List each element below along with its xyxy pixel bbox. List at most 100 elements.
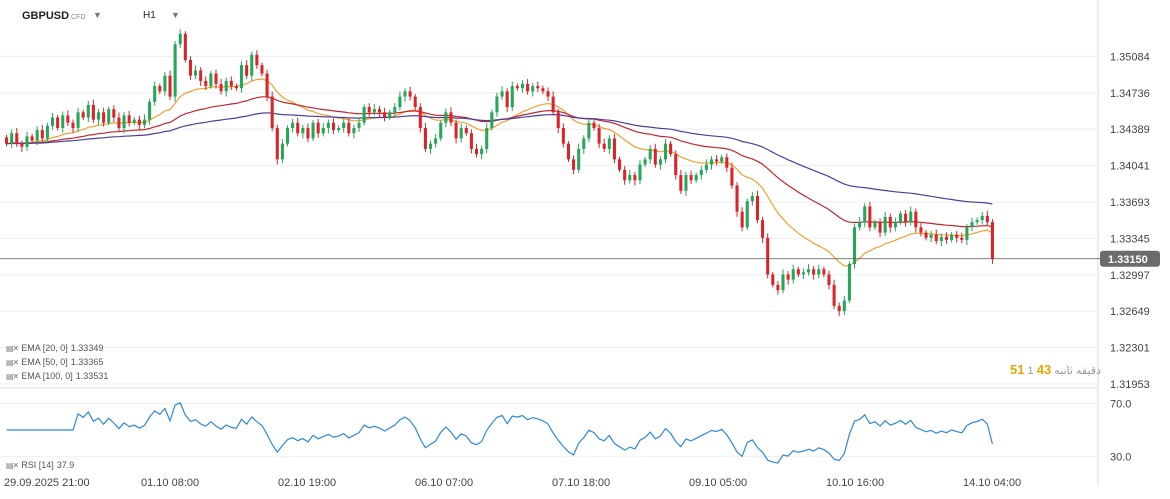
candle-body [720,157,724,162]
candle-body [357,122,361,128]
candle-body [280,143,284,160]
candle-body [245,65,249,76]
candle-body [194,70,198,76]
settings-icon[interactable]: ▤✕ [6,371,19,381]
candle-body [863,206,867,223]
settings-icon[interactable]: ▤✕ [6,357,19,367]
candle-body [745,201,749,228]
candle-body [362,107,366,123]
caret-down-icon[interactable]: ▼ [93,10,102,20]
candle-body [30,136,34,141]
ema-50-legend[interactable]: ▤✕ EMA [50, 0] 1.33365 [6,357,103,367]
candle-body [168,75,172,97]
candle-body [408,91,412,97]
candle-body [270,96,274,128]
time-tick-label: 07.10 18:00 [552,477,610,489]
candle-body [265,73,269,97]
candle-body [296,122,300,134]
candle-body [796,269,800,275]
candle-body [607,138,611,149]
candle-body [602,143,606,149]
candle-body [924,232,928,238]
candle-countdown: 51 دقیقه ثانیه 43 1 [1010,362,1101,377]
candle-body [20,143,24,147]
last-price-tag [1100,250,1160,267]
symbol-label[interactable]: GBPUSD [22,10,70,22]
price-axis: 1.35084 1.34736 1.34389 1.34041 1.33693 1.333… [1110,51,1150,391]
candle-body [495,96,499,113]
candle-body [454,122,458,139]
candle-body [413,96,417,108]
candle-body [847,263,851,301]
candle-body [480,148,484,155]
candle-body [301,127,305,134]
candle-body [904,213,908,223]
ema-20-legend[interactable]: ▤✕ EMA [20, 0] 1.33349 [6,343,103,353]
candle-body [219,84,223,92]
candle-body [388,112,392,118]
timeframe-label[interactable]: H1 [143,10,156,21]
candle-body [229,80,233,87]
rsi-line [6,401,993,464]
candle-body [551,96,555,113]
candle-body [883,216,887,233]
candle-body [173,44,177,97]
candle-body [715,159,719,162]
settings-icon[interactable]: ▤✕ [6,343,19,353]
candle-body [306,127,310,139]
rsi-value: 37.9 [56,460,75,470]
candle-body [684,175,688,191]
candle-body [674,154,678,176]
candle-body [107,109,111,123]
candle-body [188,59,192,76]
price-tick-label: 1.34736 [1110,88,1150,100]
candle-body [204,80,208,87]
candle-body [750,195,754,202]
candle-body [663,143,668,160]
price-tick-label: 1.32997 [1110,270,1150,282]
candle-body [597,127,601,144]
candle-body [434,138,438,144]
candle-body [561,127,565,144]
candle-body [321,127,325,134]
last-price-line: 1.33150 [0,250,1160,267]
candle-body [183,33,187,60]
candle-body [740,211,744,228]
candle-body [377,109,381,113]
rsi-tick-label: 30.0 [1110,452,1131,464]
ema-100-legend[interactable]: ▤✕ EMA [100, 0] 1.33531 [6,371,108,381]
candle-body [689,175,693,181]
candle-body [316,122,320,134]
candle-body [873,222,877,228]
candle-body [178,33,182,45]
candle-body [15,133,19,144]
candle-body [122,115,126,128]
candle-body [944,236,949,240]
candle-body [148,101,152,120]
candle-body [556,112,560,128]
candle-body [485,127,489,149]
rsi-legend[interactable]: ▤✕ RSI [14] 37.9 [6,460,74,470]
candle-body [398,96,402,108]
candle-body [291,122,295,128]
caret-down-icon[interactable]: ▼ [171,10,180,20]
candle-body [240,65,244,89]
candle-body [592,122,596,128]
candle-body [868,206,872,228]
time-tick-label: 09.10 05:00 [689,477,747,489]
rsi-tick-label: 70.0 [1110,398,1131,410]
candle-body [541,88,545,92]
time-tick-label: 10.10 16:00 [826,477,884,489]
ema-line [6,96,993,228]
candle-body [423,127,427,149]
settings-icon[interactable]: ▤✕ [6,460,19,470]
candle-body [531,86,535,92]
candle-body [817,269,821,275]
candle-body [45,125,49,139]
candle-body [337,127,341,131]
candle-body [372,109,376,113]
candle-body [214,73,218,85]
candle-body [919,227,923,233]
candle-body [990,222,994,259]
